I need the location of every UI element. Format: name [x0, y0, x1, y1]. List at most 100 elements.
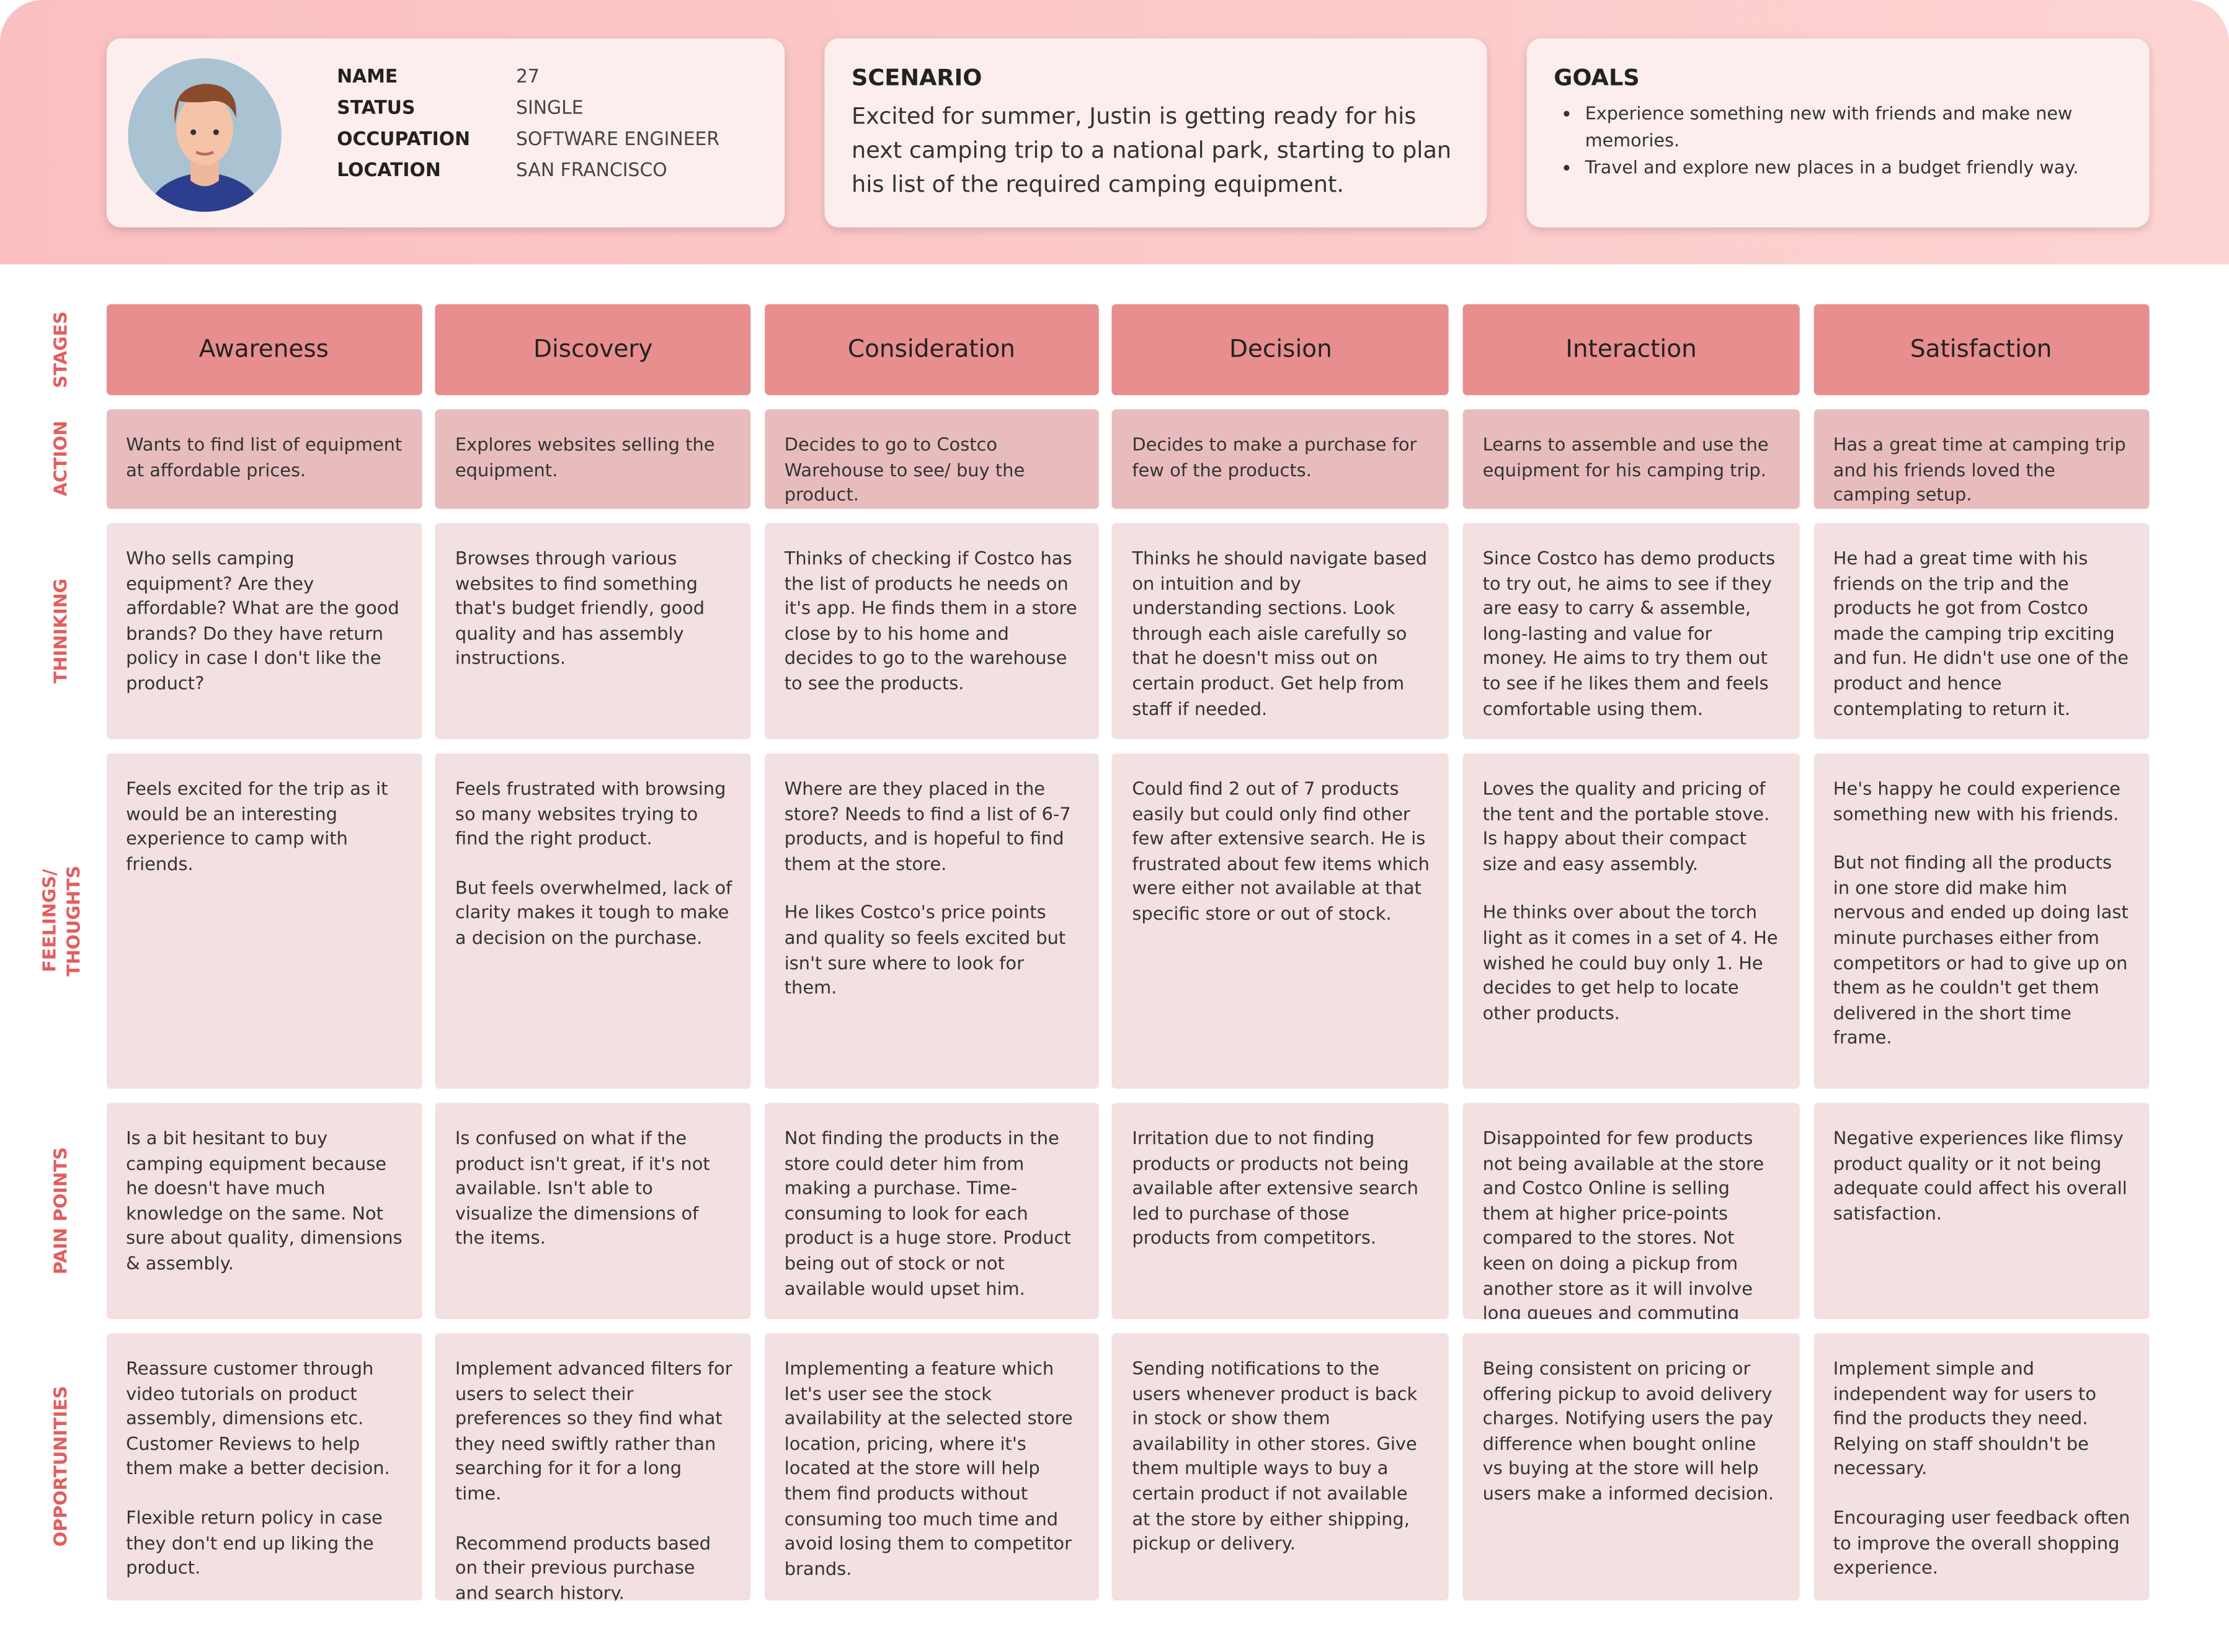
journey-grid: STAGES Awareness Discovery Consideration Dec… — [29, 304, 2149, 1601]
cell-text: Being consistent on pricing or offering … — [1482, 1357, 1774, 1504]
goals-title: GOALS — [1554, 64, 1640, 91]
field-value: 27 — [516, 66, 540, 89]
cell-text: He had a great time with his friends on … — [1833, 547, 2129, 719]
journey-cell: Implementing a feature which let's user … — [764, 1333, 1099, 1601]
journey-cell: Is confused on what if the product isn't… — [435, 1103, 751, 1320]
journey-cell: Explores websites selling the equipment. — [435, 409, 751, 509]
field-value: SOFTWARE ENGINEER — [516, 129, 720, 151]
journey-cell: Not finding the products in the store co… — [764, 1103, 1099, 1320]
cell-text: Feels frustrated with browsing so many w… — [455, 777, 726, 849]
row-label-text: PAIN POINTS — [50, 1147, 71, 1275]
stage-header: Awareness — [105, 304, 422, 396]
cell-text: He thinks over about the torch light as … — [1482, 902, 1778, 1023]
cell-text: Implementing a feature which let's user … — [784, 1357, 1073, 1579]
cell-text: Who sells camping equipment? Are they af… — [126, 547, 399, 694]
field-label: NAME — [337, 66, 398, 89]
cell-text: Implement advanced filters for users to … — [455, 1357, 732, 1504]
journey-cell: Implement advanced filters for users to … — [435, 1333, 751, 1601]
scenario-text: Excited for summer, Justin is getting re… — [851, 102, 1452, 198]
journey-cell: He's happy he could experience something… — [1813, 753, 2149, 1089]
scenario-card: SCENARIO Excited for summer, Justin is g… — [824, 38, 1487, 228]
journey-cell: Since Costco has demo products to try ou… — [1462, 523, 1800, 739]
cell-text: Has a great time at camping trip and his… — [1833, 433, 2126, 505]
cell-text: Flexible return policy in case they don'… — [126, 1506, 383, 1578]
stage-header: Decision — [1112, 304, 1449, 396]
row-label-text: STAGES — [50, 311, 71, 388]
journey-cell: Has a great time at camping trip and his… — [1813, 409, 2149, 509]
journey-cell: Feels frustrated with browsing so many w… — [435, 753, 751, 1089]
scenario-title: SCENARIO — [851, 64, 982, 91]
row-label: ACTION — [29, 409, 92, 508]
journey-cell: He had a great time with his friends on … — [1813, 523, 2149, 739]
field-value: SAN FRANCISCO — [516, 161, 667, 182]
journey-cell: Feels excited for the trip as it would b… — [105, 753, 422, 1089]
cell-text: Wants to find list of equipment at affor… — [126, 433, 403, 480]
cell-text: Decides to make a purchase for few of th… — [1132, 433, 1417, 480]
row-label: PAIN POINTS — [29, 1103, 92, 1319]
cell-text: Where are they placed in the store? Need… — [784, 777, 1071, 874]
cell-text: Negative experiences like flimsy product… — [1833, 1127, 2127, 1223]
cell-text: Recommend products based on their previo… — [455, 1531, 711, 1601]
cell-text: Reassure customer through video tutorial… — [126, 1357, 390, 1479]
field-label: STATUS — [337, 98, 416, 120]
journey-cell: Implement simple and independent way for… — [1813, 1333, 2149, 1601]
cell-text: He likes Costco's price points and quali… — [784, 902, 1066, 998]
journey-cell: Is a bit hesitant to buy camping equipme… — [105, 1103, 422, 1320]
cell-text: But feels overwhelmed, lack of clarity m… — [455, 876, 732, 948]
row-label: THINIKING — [29, 523, 92, 739]
stage-header: Satisfaction — [1813, 304, 2149, 396]
journey-cell: Negative experiences like flimsy product… — [1813, 1103, 2149, 1320]
persona-card: NAME 27 STATUS SINGLE OCCUPATION SOFTWARE ENG… — [106, 38, 785, 228]
row-label-text: OPPORTUNITIES — [50, 1386, 71, 1548]
row-label: FEELINGS/ THOUGHTS — [29, 753, 92, 1089]
cell-text: Thinks of checking if Costco has the lis… — [784, 547, 1077, 694]
journey-cell: Thinks of checking if Costco has the lis… — [764, 523, 1099, 739]
stage-header: Interaction — [1462, 304, 1800, 396]
field-value: SINGLE — [516, 98, 584, 120]
avatar — [128, 58, 282, 212]
goal-item: Travel and explore new places in a budge… — [1585, 154, 2122, 181]
cell-text: Thinks he should navigate based on intui… — [1132, 547, 1428, 719]
goal-item: Experience something new with friends an… — [1585, 99, 2122, 153]
stage-header: Discovery — [435, 304, 751, 396]
cell-text: Implement simple and independent way for… — [1833, 1357, 2097, 1479]
cell-text: Browses through various websites to find… — [455, 547, 705, 669]
cell-text: Learns to assemble and use the equipment… — [1482, 433, 1769, 480]
cell-text: Irritation due to not finding products o… — [1132, 1127, 1418, 1249]
row-label: STAGES — [29, 304, 92, 396]
row-label-text: THINIKING — [50, 579, 71, 684]
cell-text: Sending notifications to the users whene… — [1132, 1357, 1418, 1554]
journey-cell: Decides to make a purchase for few of th… — [1112, 409, 1449, 509]
goals-card: GOALS Experience something new with frie… — [1526, 38, 2150, 228]
journey-cell: Irritation due to not finding products o… — [1112, 1103, 1449, 1320]
cell-text: Loves the quality and pricing of the ten… — [1482, 777, 1770, 874]
cell-text: Is a bit hesitant to buy camping equipme… — [126, 1127, 403, 1274]
row-label: OPPORTUNITIES — [29, 1333, 92, 1601]
cell-text: Since Costco has demo products to try ou… — [1482, 547, 1776, 719]
journey-cell: Could find 2 out of 7 products easily bu… — [1112, 753, 1449, 1089]
row-label-text: ACTION — [50, 421, 71, 497]
field-label: OCCUPATION — [337, 129, 471, 151]
cell-text: Could find 2 out of 7 products easily bu… — [1132, 777, 1430, 924]
journey-cell: Decides to go to Costco Warehouse to see… — [764, 409, 1099, 509]
cell-text: Is confused on what if the product isn't… — [455, 1127, 710, 1249]
journey-cell: Who sells camping equipment? Are they af… — [105, 523, 422, 739]
field-label: LOCATION — [337, 161, 441, 182]
journey-cell: Sending notifications to the users whene… — [1112, 1333, 1449, 1601]
cell-text: Encouraging user feedback often to impro… — [1833, 1506, 2130, 1578]
persona-fields: NAME 27 STATUS SINGLE OCCUPATION SOFTWARE ENG… — [337, 67, 719, 182]
journey-cell: Thinks he should navigate based on intui… — [1112, 523, 1449, 739]
cell-text: He's happy he could experience something… — [1833, 777, 2120, 824]
journey-cell: Learns to assemble and use the equipment… — [1462, 409, 1800, 509]
journey-cell: Wants to find list of equipment at affor… — [105, 409, 422, 509]
cell-text: But not finding all the products in one … — [1833, 851, 2129, 1049]
journey-cell: Being consistent on pricing or offering … — [1462, 1333, 1800, 1601]
stage-header: Consideration — [764, 304, 1099, 396]
journey-cell: Browses through various websites to find… — [435, 523, 751, 739]
journey-cell: Where are they placed in the store? Need… — [764, 753, 1099, 1089]
journey-cell: Loves the quality and pricing of the ten… — [1462, 753, 1800, 1089]
cell-text: Disappointed for few products not being … — [1482, 1127, 1764, 1320]
cell-text: Not finding the products in the store co… — [784, 1127, 1071, 1299]
row-label-text: FEELINGS/ THOUGHTS — [37, 865, 84, 977]
